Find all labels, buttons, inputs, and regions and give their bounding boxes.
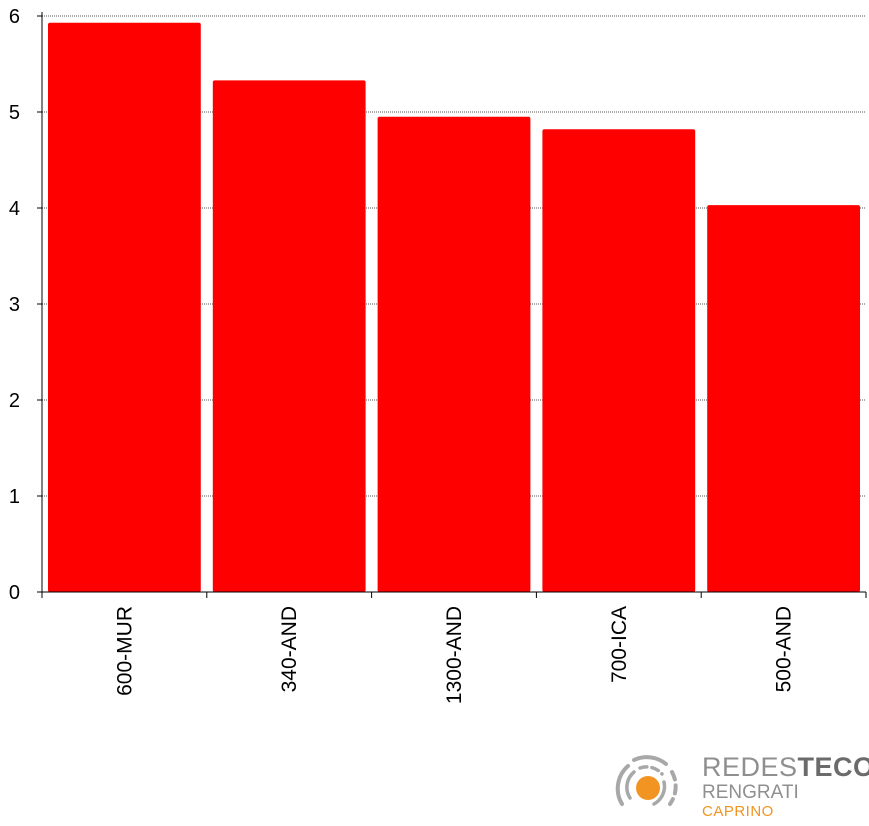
bar-chart: 0 1 2 3 4 5 6 600-MUR 340-AND 1300-AND 700-ICA 500… <box>9 6 867 704</box>
y-tick-label: 1 <box>9 486 20 508</box>
bar-700-ica <box>542 129 696 592</box>
logo-tagline: CAPRINO <box>702 803 774 820</box>
bar-600-mur <box>48 22 201 593</box>
axes <box>41 12 866 593</box>
bar-340-and <box>212 80 366 592</box>
logo-title-bold: TECO <box>797 752 869 782</box>
logo-subtitle: RENGRATI <box>702 782 799 803</box>
x-tick-label: 700-ICA <box>608 606 631 683</box>
bars <box>48 22 860 593</box>
logo-title: REDESTECO <box>702 752 869 782</box>
y-axis-ticks: 0 1 2 3 4 5 6 <box>9 6 42 604</box>
y-tick-label: 5 <box>9 102 20 124</box>
bar-1300-and <box>377 116 531 593</box>
logo-title-light: REDES <box>702 752 798 782</box>
x-axis-ticks: 600-MUR 340-AND 1300-AND 700-ICA 500-AND <box>41 592 867 704</box>
bar-500-and <box>707 205 860 592</box>
brand-logo: REDESTECO RENGRATI CAPRINO <box>610 752 869 821</box>
y-tick-label: 0 <box>9 582 20 604</box>
x-tick-label: 340-AND <box>278 606 301 692</box>
x-tick-label: 1300-AND <box>443 606 466 704</box>
y-tick-label: 2 <box>9 390 20 412</box>
x-tick-label: 500-AND <box>773 606 796 692</box>
y-tick-label: 3 <box>9 294 20 316</box>
redesteco-logo-icon <box>615 755 678 806</box>
x-tick-label: 600-MUR <box>113 606 136 696</box>
y-tick-label: 4 <box>9 198 20 220</box>
y-tick-label: 6 <box>9 6 20 28</box>
